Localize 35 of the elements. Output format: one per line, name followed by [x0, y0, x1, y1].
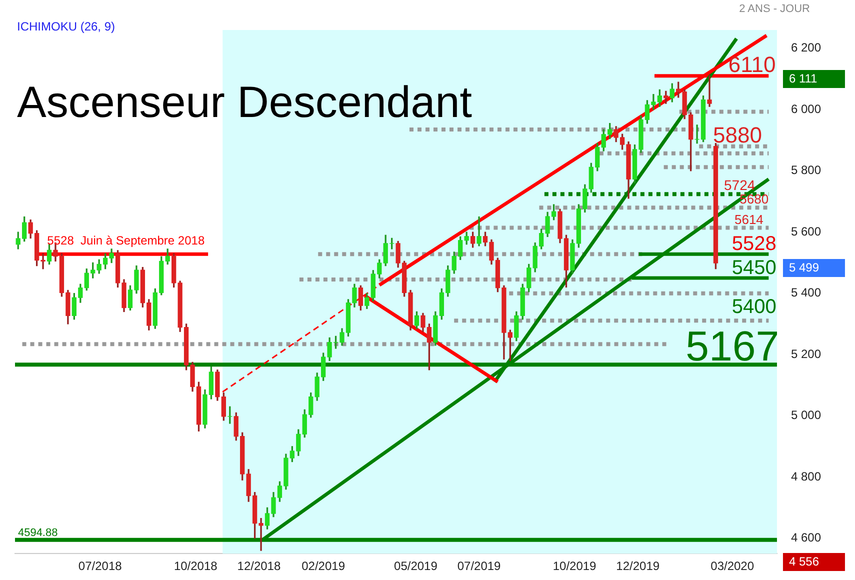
text: 5 499	[788, 260, 820, 274]
x-tick-label: 12/2018	[237, 559, 281, 574]
text: 2 ANS - JOUR	[739, 3, 810, 16]
x-tick-label: 05/2019	[394, 559, 438, 574]
x-tick-label: 03/2020	[710, 559, 754, 574]
y-tick-label: 5 600	[790, 224, 822, 238]
y-tick-label: 4 800	[790, 469, 822, 484]
text: 4 556	[788, 554, 820, 568]
annotation: 5528 Juin à Septembre 2018	[47, 234, 205, 248]
annotation: 5167	[686, 322, 780, 370]
annotation: 5400	[732, 296, 776, 318]
text: 6 111	[788, 71, 818, 86]
x-tick-label: 07/2019	[457, 559, 502, 574]
annotation: 5680	[740, 192, 769, 207]
text: Ascenseur Descendant	[17, 78, 472, 128]
x-tick-label: 07/2018	[78, 559, 122, 574]
y-tick-label: 6 000	[790, 102, 822, 116]
annotation: 6110	[728, 52, 776, 77]
annotation: 5724	[724, 177, 756, 194]
x-tick-label: 12/2019	[616, 559, 660, 574]
annotation: 5614	[734, 212, 764, 227]
y-tick-label: 6 200	[790, 40, 822, 55]
x-tick-label: 02/2019	[302, 559, 346, 574]
x-tick-label: 10/2018	[174, 559, 218, 574]
y-tick-label: 5 200	[790, 346, 822, 361]
annotation: 5450	[732, 257, 776, 280]
y-tick-label: 5 000	[790, 408, 822, 422]
y-tick-label: 5 800	[790, 163, 822, 178]
annotation: 5528	[732, 233, 776, 256]
y-tick-label: 5 400	[790, 286, 822, 300]
annotation: 4594.88	[18, 526, 58, 539]
chart-subtitle: ICHIMOKU (26, 9)	[17, 19, 116, 34]
x-tick-label: 10/2019	[552, 559, 597, 574]
y-tick-label: 4 600	[790, 530, 822, 545]
annotation: 5880	[713, 122, 762, 148]
